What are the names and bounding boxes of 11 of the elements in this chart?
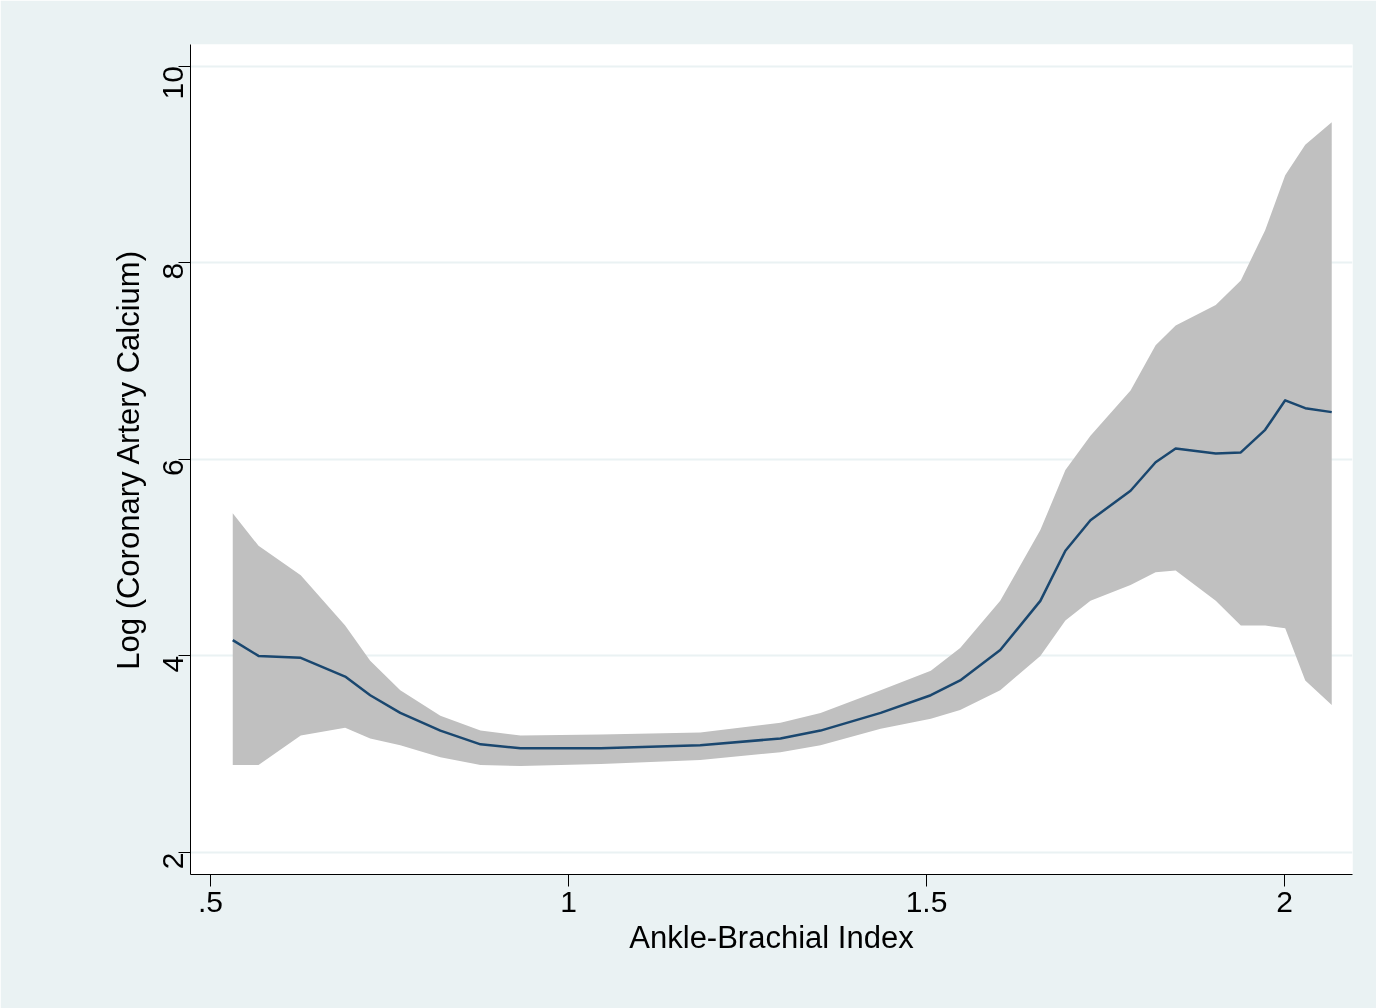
y-tick-label: 6 bbox=[156, 459, 190, 476]
y-tick-label: 10 bbox=[156, 66, 190, 100]
y-tick-label: 2 bbox=[156, 852, 190, 870]
y-axis-title: Log (Coronary Artery Calcium) bbox=[110, 251, 146, 670]
y-tick-label: 8 bbox=[156, 262, 190, 280]
x-axis-title: Ankle-Brachial Index bbox=[629, 919, 915, 955]
x-tick-label: 1 bbox=[560, 884, 577, 918]
x-tick-label: .5 bbox=[198, 884, 224, 918]
x-tick-label: 2 bbox=[1276, 884, 1293, 918]
x-tick-label: 1.5 bbox=[905, 884, 948, 918]
y-tick-label: 4 bbox=[156, 655, 190, 673]
